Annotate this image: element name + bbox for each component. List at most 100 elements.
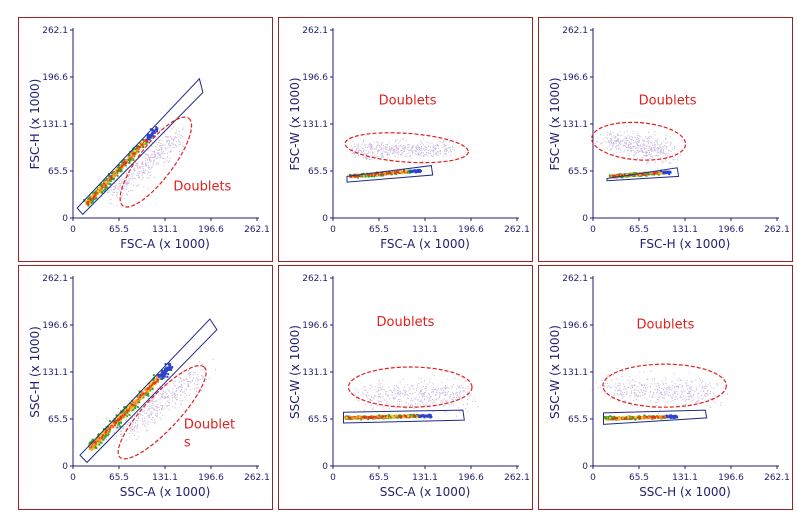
event-dot <box>659 149 661 151</box>
event-dot <box>451 392 453 394</box>
y-tick-label: 196.6 <box>562 321 588 331</box>
event-dot <box>387 396 389 398</box>
event-dot <box>122 165 125 168</box>
event-dot <box>617 389 619 391</box>
event-dot <box>427 397 429 399</box>
y-tick-label: 65.5 <box>568 415 588 425</box>
event-dot <box>650 172 653 175</box>
event-dot <box>178 131 180 133</box>
event-dot <box>408 146 410 148</box>
event-dot <box>388 172 391 175</box>
event-dot <box>632 386 634 388</box>
event-dot <box>395 415 398 418</box>
event-dot <box>457 396 459 398</box>
event-dot <box>361 148 363 150</box>
event-dot <box>445 140 447 142</box>
event-dot <box>95 191 98 194</box>
event-dot <box>385 146 387 148</box>
event-dot <box>387 415 390 418</box>
event-dot <box>445 391 447 393</box>
event-dot <box>175 403 177 405</box>
event-dot <box>107 178 110 181</box>
event-dot <box>167 382 169 384</box>
event-dot <box>169 140 171 142</box>
event-dot <box>398 390 400 392</box>
event-dot <box>457 385 459 387</box>
event-dot <box>441 146 443 148</box>
event-dot <box>381 144 383 146</box>
event-dot <box>395 170 398 173</box>
event-dot <box>467 403 469 405</box>
event-dot <box>179 143 181 145</box>
event-dot <box>172 400 174 402</box>
event-dot <box>608 141 610 143</box>
event-dot <box>119 179 121 181</box>
event-dot <box>625 388 627 390</box>
event-dot <box>96 442 99 445</box>
event-dot <box>659 150 661 152</box>
event-dot <box>92 447 95 450</box>
event-dot <box>389 158 391 160</box>
event-dot <box>648 139 650 141</box>
event-dot <box>661 142 663 144</box>
event-dot <box>209 377 211 379</box>
event-dot <box>163 132 165 134</box>
event-dot <box>391 394 393 396</box>
event-dot <box>108 191 110 193</box>
event-dot <box>163 161 165 163</box>
x-tick-label: 65.5 <box>629 225 649 235</box>
event-dot <box>677 386 679 388</box>
event-dot <box>414 415 417 418</box>
event-dot <box>420 377 422 379</box>
event-dot <box>422 393 424 395</box>
event-dot <box>392 398 394 400</box>
plot-panel-ssc-h-vs-ssc-a: 0 65.5 131.1 196.6 262.1 0 65.5 131.1 196.6 262.1… <box>18 265 273 510</box>
event-dot <box>636 389 638 391</box>
event-dot <box>358 150 360 152</box>
event-dot <box>133 169 135 171</box>
event-dot <box>629 146 631 148</box>
event-dot <box>643 155 645 157</box>
scatter-plot-fsc-w-vs-fsc-h: 0 65.5 131.1 196.6 262.1065.5131.1196.6262.1… <box>548 26 790 251</box>
event-dot <box>466 391 468 393</box>
event-dot <box>394 150 396 152</box>
event-dot <box>353 143 355 145</box>
event-dot <box>633 385 635 387</box>
event-dot <box>136 395 139 398</box>
event-dot <box>147 408 149 410</box>
event-dot <box>166 395 168 397</box>
event-dot <box>155 126 158 129</box>
event-dot <box>377 156 379 158</box>
event-dot <box>110 187 112 189</box>
event-dot <box>669 161 671 163</box>
event-dot <box>411 386 413 388</box>
event-dot <box>429 378 431 380</box>
event-dot <box>404 150 406 152</box>
event-dot <box>122 427 124 429</box>
event-dot <box>141 393 144 396</box>
event-dot <box>395 395 397 397</box>
event-dot <box>380 142 382 144</box>
event-dot <box>141 143 144 146</box>
x-tick-label: 131.1 <box>412 225 438 235</box>
event-dot <box>158 407 160 409</box>
event-dot <box>648 152 650 154</box>
event-dot <box>663 146 665 148</box>
event-dot <box>630 142 632 144</box>
event-dot <box>401 153 403 155</box>
event-dot <box>448 140 450 142</box>
event-dot <box>147 392 150 395</box>
event-dot <box>169 368 172 371</box>
event-dot <box>182 371 184 373</box>
event-dot <box>142 419 144 421</box>
event-dot <box>369 142 371 144</box>
event-dot <box>145 140 148 143</box>
event-dot <box>647 155 649 157</box>
event-dot <box>397 386 399 388</box>
event-dot <box>612 146 614 148</box>
event-dot <box>628 146 630 148</box>
event-dot <box>145 142 148 145</box>
event-dot <box>360 151 362 153</box>
event-dot <box>137 163 139 165</box>
y-tick-label: 262.1 <box>42 274 68 284</box>
